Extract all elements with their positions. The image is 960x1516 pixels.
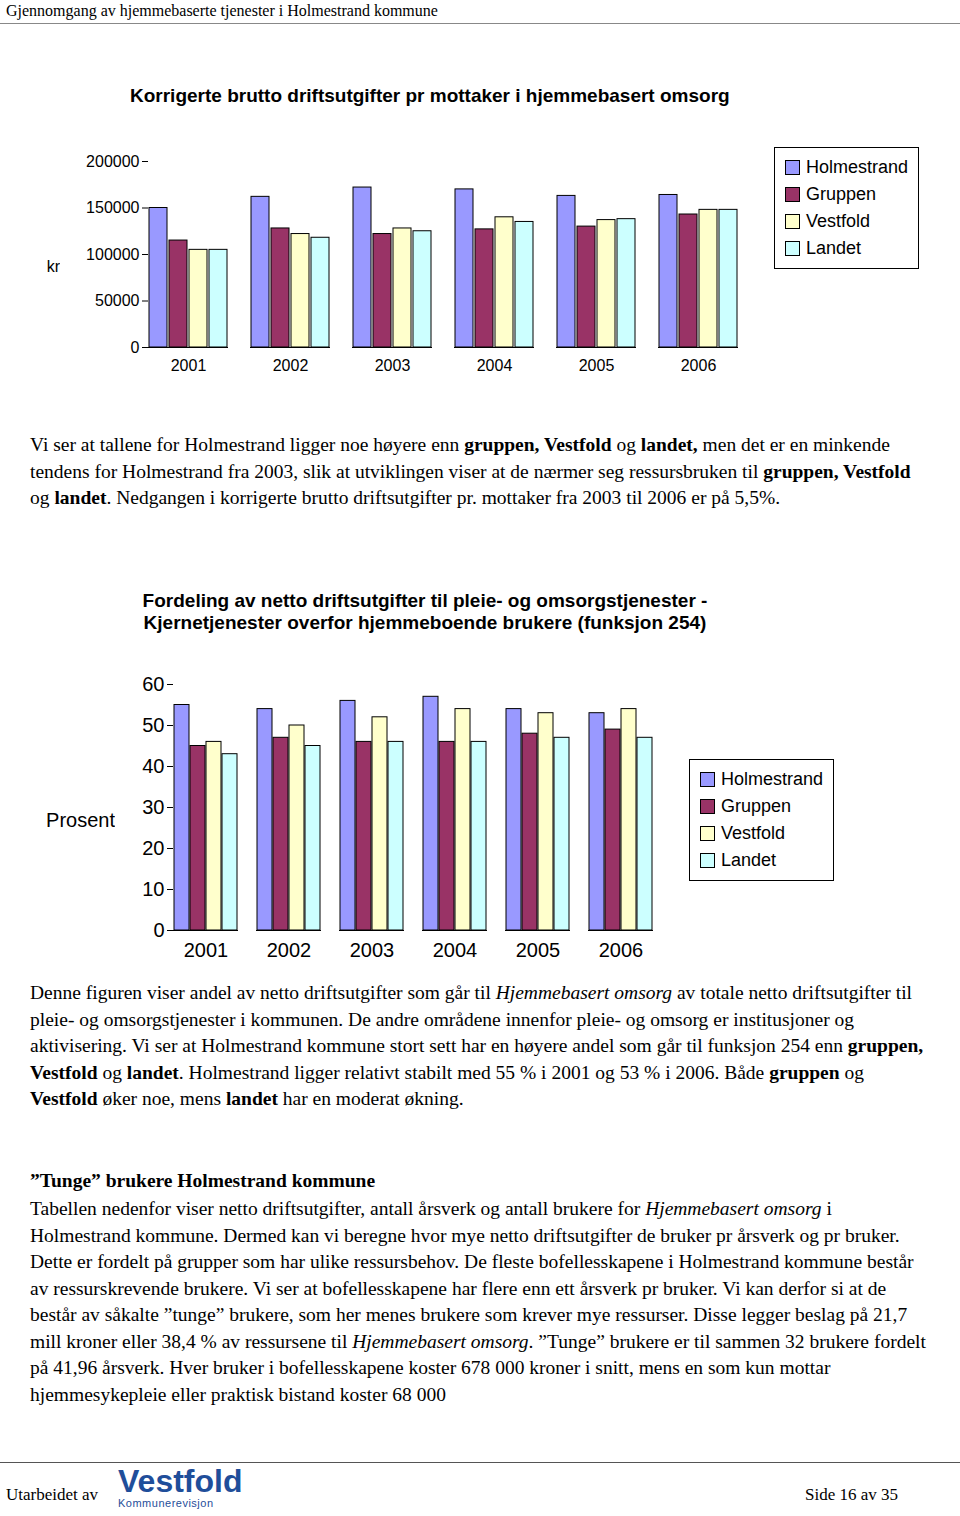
- svg-text:0: 0: [131, 339, 140, 356]
- svg-text:2004: 2004: [477, 357, 513, 374]
- html-text:Vestfold: Vestfold: [118, 1463, 243, 1499]
- svg-text:2001: 2001: [184, 939, 229, 961]
- svg-text:2005: 2005: [579, 357, 615, 374]
- html-text:Vestfold øker noe, mens landet: Vestfold øker noe, mens landet har en mo…: [30, 1088, 464, 1109]
- html-text:Tabellen nedenfor viser netto: Tabellen nedenfor viser netto driftsutgi…: [30, 1198, 926, 1405]
- svg-text:2002: 2002: [267, 939, 312, 961]
- html-text:Vestfold: Vestfold: [721, 823, 785, 843]
- svg-text:2001: 2001: [171, 357, 207, 374]
- svg-text:2002: 2002: [273, 357, 309, 374]
- html-text:”Tunge” brukere Holmestrand ko: ”Tunge” brukere Holmestrand kommune: [30, 1170, 376, 1191]
- svg-text:2006: 2006: [599, 939, 644, 961]
- html-text:kr: kr: [46, 258, 60, 275]
- svg-text:100000: 100000: [86, 246, 139, 263]
- svg-text:30: 30: [142, 796, 164, 818]
- html-text:Utarbeidet av: Utarbeidet av: [6, 1485, 98, 1504]
- svg-text:50000: 50000: [95, 292, 140, 309]
- svg-text:2005: 2005: [516, 939, 561, 961]
- html-text:Holmestrand: Holmestrand: [721, 769, 823, 789]
- html-text:Landet: Landet: [721, 850, 777, 870]
- svg-text:150000: 150000: [86, 199, 139, 216]
- html-text:Landet: Landet: [806, 238, 862, 258]
- svg-text:2003: 2003: [350, 939, 395, 961]
- html-text:Gjennomgang av hjemmebaserte t: Gjennomgang av hjemmebaserte tjenester i…: [6, 2, 438, 19]
- svg-text:2006: 2006: [681, 357, 717, 374]
- html-text:Vi ser at tallene for Holmestr: Vi ser at tallene for Holmestrand ligger…: [30, 434, 911, 482]
- svg-text:2004: 2004: [433, 939, 478, 961]
- svg-text:40: 40: [142, 755, 164, 777]
- html-text:Gruppen: Gruppen: [721, 796, 792, 816]
- html-text:Side 16 av 35: Side 16 av 35: [805, 1485, 898, 1504]
- svg-text:20: 20: [142, 837, 164, 859]
- html-text:Prosent: Prosent: [46, 808, 115, 831]
- svg-text:0: 0: [153, 919, 164, 941]
- html-text:Holmestrand: Holmestrand: [806, 157, 908, 177]
- svg-text:60: 60: [142, 673, 164, 695]
- svg-text:50: 50: [142, 714, 164, 736]
- html-text:Gruppen: Gruppen: [806, 184, 877, 204]
- html-text:Fordeling av netto driftsutgif: Fordeling av netto driftsutgifter til pl…: [142, 590, 708, 633]
- html-text:Denne figuren viser andel av n: Denne figuren viser andel av netto drift…: [30, 982, 924, 1083]
- html-text:og landet. Nedgangen i korrige: og landet. Nedgangen i korrigerte brutto…: [30, 487, 780, 508]
- svg-text:200000: 200000: [86, 153, 139, 170]
- html-text:Kommunerevisjon: Kommunerevisjon: [118, 1497, 214, 1509]
- html-text:Vestfold: Vestfold: [806, 211, 870, 231]
- svg-text:2003: 2003: [375, 357, 411, 374]
- svg-text:10: 10: [142, 878, 164, 900]
- html-text:Korrigerte brutto driftsutgift: Korrigerte brutto driftsutgifter pr mott…: [130, 85, 730, 106]
